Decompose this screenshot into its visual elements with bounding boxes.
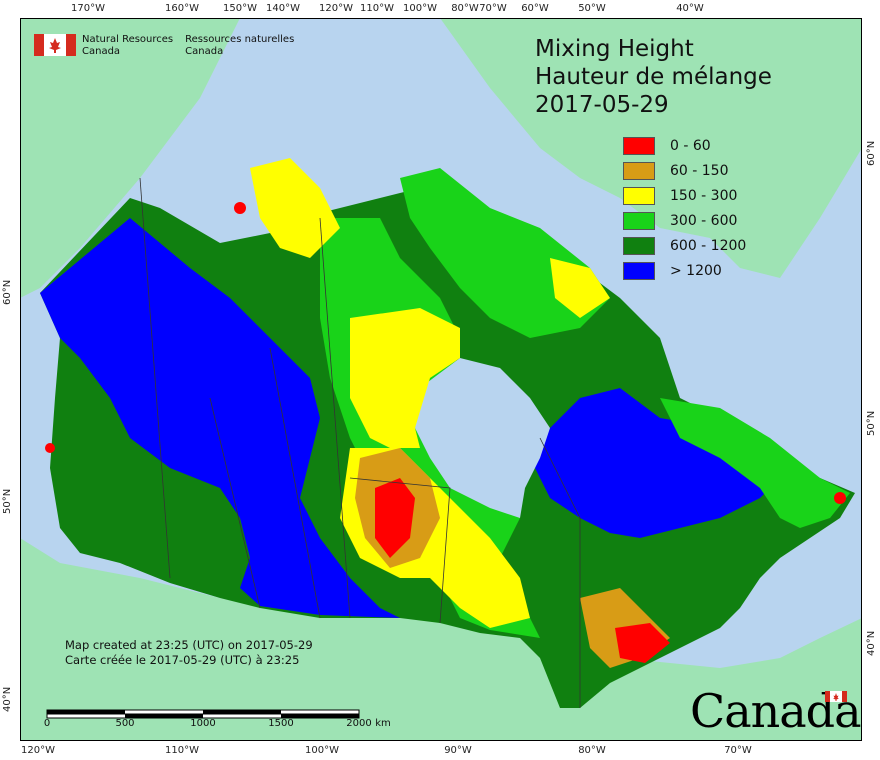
longitude-tick: 70°W [479,3,507,14]
longitude-tick: 70°W [724,745,752,756]
legend-swatch [623,136,655,155]
latitude-tick: 40°N [2,686,13,712]
legend-item: 300 - 600 [623,208,746,233]
latitude-tick: 50°N [866,410,877,436]
canada-flag-icon [34,34,76,56]
green-east [660,398,850,528]
longitude-tick: 110°W [165,745,199,756]
longitude-tick: 150°W [223,3,257,14]
latitude-tick: 60°N [866,140,877,166]
map-border [20,18,862,741]
legend-swatch [623,236,655,255]
wordmark-flag-icon [825,691,847,702]
alaska-land [20,18,240,298]
legend-label: > 1200 [670,262,722,279]
legend-label: 300 - 600 [670,212,738,229]
blue-west [40,218,400,618]
title-date: 2017-05-29 [535,92,669,118]
agency-signature: Natural Resources Canada Ressources natu… [34,34,306,58]
map-canvas [20,18,862,741]
red-spot [234,202,246,214]
yellow-labrador [550,258,610,318]
legend-label: 150 - 300 [670,187,738,204]
legend-item: 600 - 1200 [623,233,746,258]
longitude-tick: 40°W [676,3,704,14]
longitude-tick: 170°W [71,3,105,14]
agency-name-english: Natural Resources Canada [82,34,174,57]
scale-label: 1500 [268,718,294,729]
longitude-tick: 120°W [21,745,55,756]
credit-french: Carte créée le 2017-05-29 (UTC) à 23:25 [65,653,300,667]
legend-swatch [623,186,655,205]
usa-land [20,538,862,741]
longitude-tick: 80°W [578,745,606,756]
title-line: Hauteur de mélange [535,64,772,90]
longitude-tick: 140°W [266,3,300,14]
legend-item: 0 - 60 [623,133,746,158]
legend-item: 150 - 300 [623,183,746,208]
yellow-arctic [250,158,340,258]
longitude-tick: 160°W [165,3,199,14]
longitude-tick: 50°W [578,3,606,14]
longitude-tick: 100°W [305,745,339,756]
longitude-tick: 60°W [521,3,549,14]
red-prairie [375,478,415,558]
credit-english: Map created at 23:25 (UTC) on 2017-05-29 [65,638,313,652]
red-spot [834,492,846,504]
latitude-tick: 50°N [2,488,13,514]
legend-item: > 1200 [623,258,746,283]
scale-label: 500 [115,718,135,729]
province-borders [139,177,581,708]
scale-unit: km [375,718,391,729]
red-ontario [615,623,670,663]
legend-label: 60 - 150 [670,162,729,179]
title-line: Mixing Height [535,36,694,62]
legend-swatch [623,261,655,280]
hudson-bay [415,358,550,518]
agency-name-french: Ressources naturelles Canada [185,34,295,57]
scale-label: 0 [43,718,51,729]
legend-label: 0 - 60 [670,137,711,154]
legend-swatch [623,161,655,180]
scale-labels: 0 500 1000 1500 2000 km [43,718,446,732]
latitude-tick: 40°N [866,630,877,656]
map-title: Mixing Height Hauteur de mélange 2017-05… [535,35,772,119]
longitude-tick: 110°W [360,3,394,14]
legend-label: 600 - 1200 [670,237,747,254]
legend-item: 60 - 150 [623,158,746,183]
map-credits: Map created at 23:25 (UTC) on 2017-05-29… [65,638,313,668]
scale-bar-graphic [46,709,360,719]
longitude-tick: 100°W [403,3,437,14]
legend-swatch [623,211,655,230]
red-spot [45,443,55,453]
scale-label: 2000 [346,718,372,729]
legend: 0 - 60 60 - 150 150 - 300 300 - 600 600 - 12… [623,133,746,283]
longitude-tick: 120°W [319,3,353,14]
scale-label: 1000 [190,718,216,729]
scale-bar: 0 500 1000 1500 2000 km [44,706,391,729]
longitude-tick: 90°W [444,745,472,756]
latitude-tick: 60°N [2,279,13,305]
yellow-keewatin [350,308,460,448]
longitude-tick: 80°W [451,3,479,14]
blue-quebec [535,388,780,538]
